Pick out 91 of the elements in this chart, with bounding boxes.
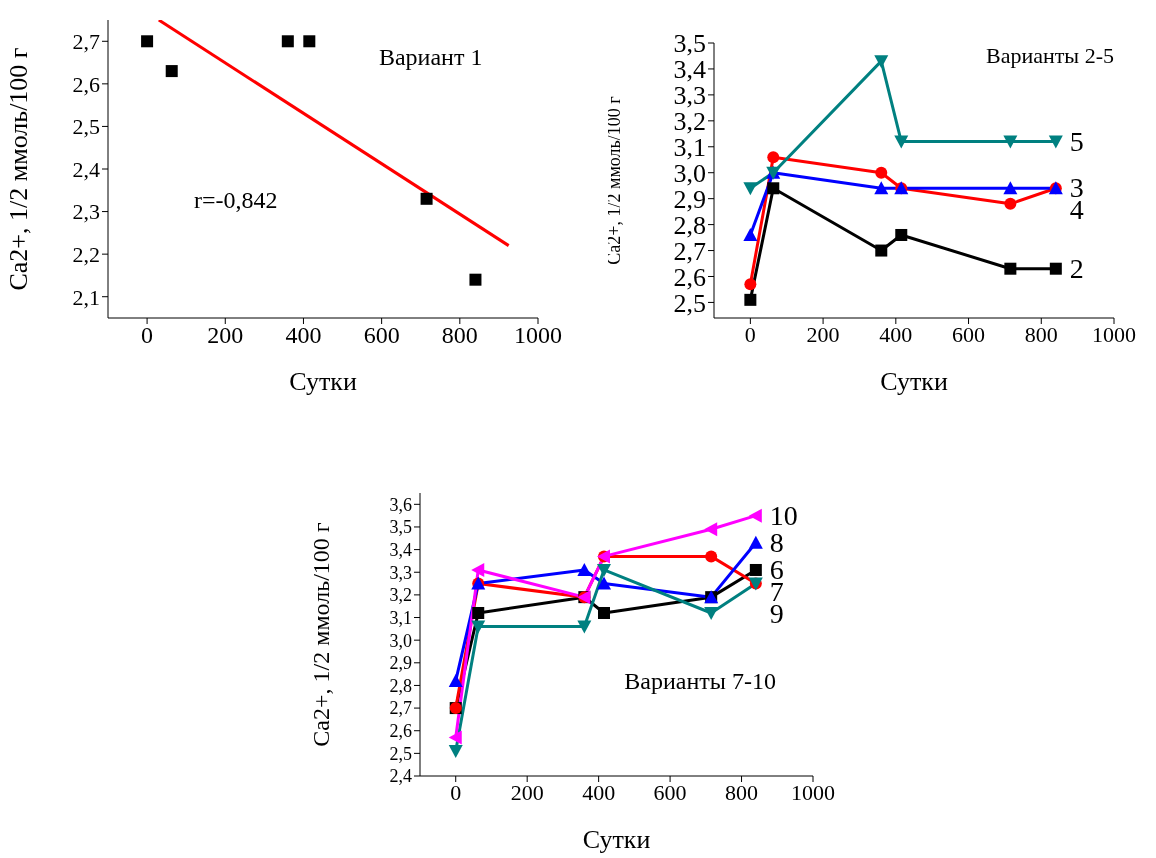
point [875, 244, 888, 257]
y-tick-label: 2,2 [72, 241, 100, 267]
x-tick-label: 600 [952, 321, 986, 347]
point [704, 606, 719, 620]
point [597, 563, 611, 577]
point [874, 55, 889, 69]
x-tick-label: 800 [725, 779, 759, 805]
point [744, 278, 757, 291]
x-tick-label: 200 [510, 779, 544, 805]
annotation: Вариант 1 [378, 43, 483, 71]
point [704, 522, 718, 537]
point [743, 182, 758, 196]
point [749, 563, 762, 576]
point [874, 181, 889, 195]
point [748, 508, 762, 523]
y-axis-title: Ca2+, 1/2 ммоль/100 г [4, 47, 34, 291]
point [875, 166, 888, 179]
point [1003, 135, 1018, 149]
x-tick-label: 200 [207, 322, 244, 349]
x-tick-label: 400 [879, 321, 913, 347]
point [141, 35, 154, 48]
y-tick-label: 3,3 [389, 562, 412, 583]
y-tick-label: 3,5 [389, 517, 412, 538]
x-tick-label: 400 [285, 322, 322, 349]
point [577, 562, 592, 576]
point [597, 576, 611, 590]
point [1048, 135, 1063, 149]
y-tick-label: 2,5 [389, 743, 412, 764]
x-axis-title: Сутки [582, 825, 651, 854]
point [894, 135, 909, 149]
x-tick-label: 1000 [791, 779, 835, 805]
x-tick-label: 600 [653, 779, 687, 805]
y-tick-label: 2,4 [389, 766, 412, 787]
series-label: 2 [1069, 252, 1084, 284]
point [1004, 262, 1017, 275]
series-label: 5 [1069, 125, 1084, 157]
x-tick-label: 1000 [1092, 321, 1136, 347]
y-tick-label: 2,7 [72, 29, 100, 55]
y-tick-label: 3,4 [389, 539, 412, 560]
y-tick-label: 2,4 [72, 156, 100, 182]
point [748, 535, 763, 549]
y-tick-label: 2,6 [72, 71, 100, 97]
point [472, 606, 485, 619]
y-tick-label: 2,8 [389, 675, 412, 696]
y-tick-label: 2,9 [389, 653, 412, 674]
point [303, 35, 316, 48]
point [448, 745, 463, 759]
point [598, 606, 610, 619]
point [469, 273, 482, 286]
point [1049, 262, 1062, 275]
point [471, 620, 486, 634]
point [420, 192, 433, 205]
point [165, 65, 178, 78]
x-tick-label: 1000 [514, 322, 562, 349]
y-tick-label: 3,1 [389, 607, 412, 628]
point [448, 730, 462, 745]
x-tick-label: 800 [1024, 321, 1058, 347]
point [743, 227, 758, 241]
annotation: Варианты 2-5 [986, 43, 1114, 69]
x-tick-label: 600 [363, 322, 400, 349]
point [281, 35, 294, 48]
point [767, 151, 780, 164]
point [767, 182, 780, 195]
x-axis-title: Сутки [289, 367, 357, 396]
y-tick-label: 2,5 [72, 114, 100, 140]
y-tick-label: 2,1 [72, 284, 100, 310]
point [577, 620, 592, 634]
annotation: r=-0,842 [194, 186, 278, 214]
point [1003, 181, 1018, 195]
y-axis-title: Ca2+, 1/2 ммоль/100 г [307, 522, 334, 747]
point [1004, 197, 1017, 210]
x-tick-label: 0 [744, 321, 756, 347]
y-tick-label: 2,3 [72, 199, 100, 225]
y-tick-label: 2,6 [389, 721, 412, 742]
y-tick-label: 2,7 [389, 698, 412, 719]
point [448, 673, 463, 687]
point [471, 562, 485, 577]
y-tick-label: 3,2 [389, 585, 412, 606]
x-tick-label: 200 [806, 321, 840, 347]
x-tick-label: 400 [582, 779, 616, 805]
point [895, 228, 908, 241]
x-tick-label: 800 [441, 322, 478, 349]
x-axis-title: Сутки [880, 367, 948, 396]
annotation: Варианты 7-10 [624, 668, 776, 696]
y-tick-label: 3,6 [389, 494, 412, 515]
x-tick-label: 0 [141, 322, 154, 349]
y-axis-title: Ca2+, 1/2 ммоль/100 г [604, 96, 625, 265]
y-tick-label: 3,0 [389, 630, 412, 651]
point [705, 550, 718, 563]
point [744, 293, 757, 306]
x-tick-label: 0 [450, 779, 462, 805]
